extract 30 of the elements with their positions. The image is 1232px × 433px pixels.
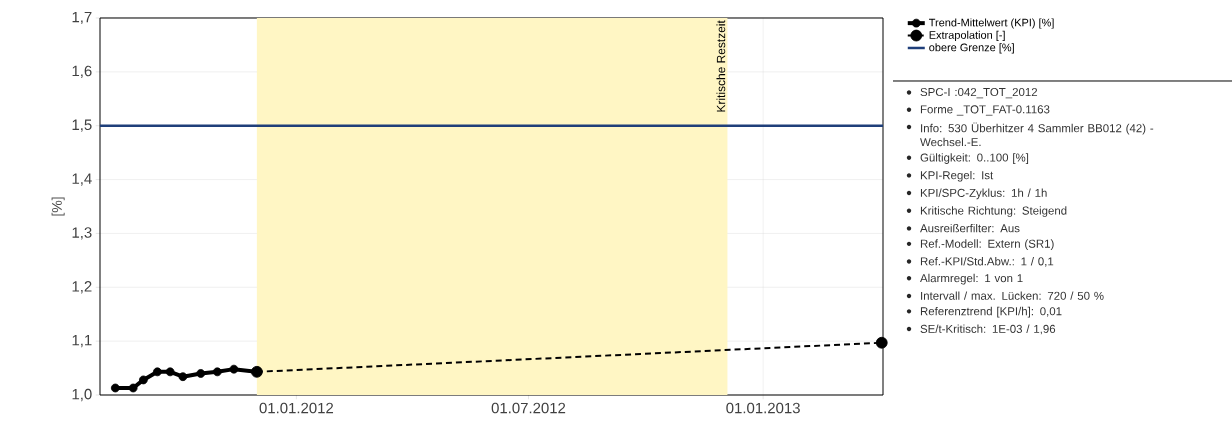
y-tick-label: 1,3 (72, 227, 92, 240)
text: Ausreißerfilter: Aus (920, 223, 1020, 233)
y-tick-label: 1,1 (72, 335, 92, 348)
band-label: Kritische Restzeit (716, 20, 726, 112)
y-tick-label: 1,0 (72, 388, 92, 402)
text: SPC-I :042_TOT_2012 (920, 88, 1038, 99)
y-axis-title: [%] (51, 197, 65, 216)
text: Referenztrend [KPI/h]: 0,01 (920, 306, 1062, 318)
y-tick-label: 1,4 (72, 173, 92, 186)
x-tick-label: 01.01.2013 (726, 402, 800, 414)
y-tick-label: 1,6 (72, 65, 92, 79)
x-tick-label: 01.01.2012 (259, 402, 334, 414)
legend-label: Trend-Mittelwert (KPI) [%] (929, 18, 1054, 29)
text: Ref.-KPI/Std.Abw.: 1 / 0,1 (920, 257, 1054, 267)
y-tick-label: 1,5 (72, 119, 92, 132)
y-tick-label: 1,7 (72, 11, 92, 25)
y-tick-label: 1,2 (72, 281, 92, 294)
text: KPI-Regel: Ist (920, 170, 994, 182)
text: Intervall / max. Lücken: 720 / 50 % (921, 291, 1104, 300)
text: KPI/SPC-Zyklus: 1h / 1h (920, 188, 1047, 200)
text: Ref.-Modell: Extern (SR1) (920, 239, 1054, 251)
text: Alarmregel: 1 von 1 (920, 273, 1023, 285)
legend-label: Extrapolation [-] (929, 30, 1005, 42)
x-tick-label: 01.07.2012 (491, 402, 566, 414)
text: Gültigkeit: 0..100 [%] (920, 153, 1029, 164)
legend-label: obere Grenze [%] (929, 43, 1014, 54)
text: Info: 530 Überhitzer 4 Sammler BB012 (42) - Wechsel.-E. (920, 122, 1154, 147)
text: SE/t-Kritisch: 1E-03 / 1,96 (920, 324, 1056, 335)
text: Forme _TOT_FAT-0.1163 (920, 105, 1050, 116)
text: Kritische Richtung: Steigend (920, 206, 1067, 217)
